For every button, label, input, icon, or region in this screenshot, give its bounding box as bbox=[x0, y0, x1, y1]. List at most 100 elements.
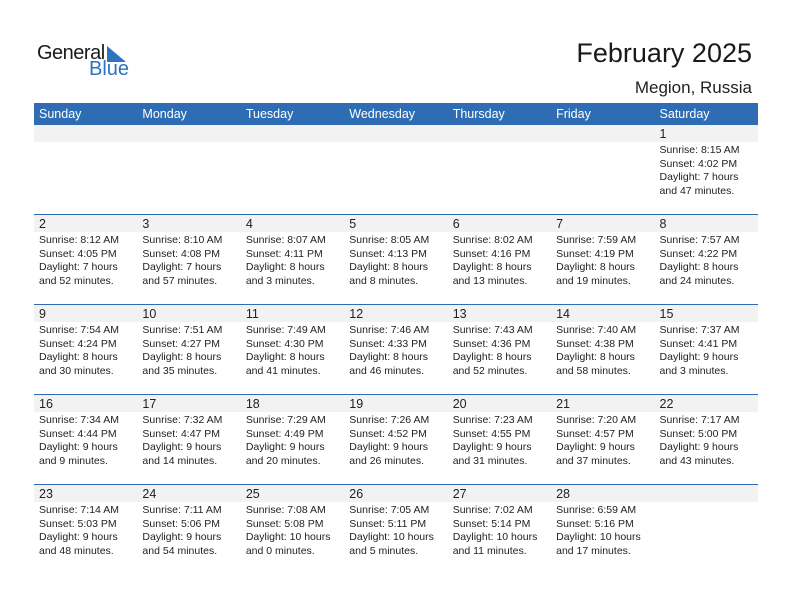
week-row: 1 Sunrise: 8:15 AM Sunset: 4:02 PM Daylight… bbox=[34, 125, 758, 215]
daylight2-text: and 57 minutes. bbox=[142, 274, 218, 287]
daylight1-text: Daylight: 8 hours bbox=[556, 351, 635, 363]
sunset-text: Sunset: 4:11 PM bbox=[245, 247, 323, 260]
weekday-thursday: Thursday bbox=[452, 107, 505, 121]
daylight1-text: Daylight: 8 hours bbox=[245, 351, 325, 363]
day-info: Sunrise: 7:57 AM Sunset: 4:22 PM Daylight:… bbox=[655, 232, 758, 288]
sunset-text: Sunset: 4:55 PM bbox=[452, 427, 531, 440]
logo-text-blue: Blue bbox=[89, 58, 130, 80]
day-cell: 21 Sunrise: 7:20 AM Sunset: 4:57 PM Dayligh… bbox=[551, 395, 655, 485]
day-cell: 23 Sunrise: 7:14 AM Sunset: 5:03 PM Dayligh… bbox=[34, 485, 138, 575]
daylight1-text: Daylight: 8 hours bbox=[452, 351, 532, 363]
empty-cell bbox=[344, 125, 448, 215]
daylight2-text: and 26 minutes. bbox=[349, 454, 424, 467]
daylight2-text: and 3 minutes. bbox=[659, 364, 729, 377]
page-title: February 2025 bbox=[576, 38, 752, 68]
daylight1-text: Daylight: 9 hours bbox=[659, 441, 739, 453]
daylight2-text: and 54 minutes. bbox=[142, 544, 218, 557]
logo-text-general: General bbox=[37, 42, 105, 64]
weekday-friday: Friday bbox=[556, 107, 591, 121]
daylight1-text: Daylight: 9 hours bbox=[245, 441, 325, 453]
daylight2-text: and 30 minutes. bbox=[39, 364, 114, 377]
sunset-text: Sunset: 4:44 PM bbox=[39, 427, 117, 440]
day-cell: 27 Sunrise: 7:02 AM Sunset: 5:14 PM Dayligh… bbox=[447, 485, 552, 575]
daylight1-text: Daylight: 9 hours bbox=[142, 441, 222, 453]
daylight2-text: and 43 minutes. bbox=[659, 454, 735, 467]
day-cell: 11 Sunrise: 7:49 AM Sunset: 4:30 PM Dayligh… bbox=[240, 305, 345, 395]
day-number bbox=[344, 125, 448, 142]
day-info: Sunrise: 7:26 AM Sunset: 4:52 PM Daylight:… bbox=[344, 412, 447, 468]
day-info: Sunrise: 7:29 AM Sunset: 4:49 PM Daylight:… bbox=[241, 412, 344, 468]
logo-triangle-icon bbox=[107, 46, 126, 62]
day-number: 14 bbox=[551, 305, 655, 322]
day-number bbox=[137, 125, 241, 142]
day-cell: 10 Sunrise: 7:51 AM Sunset: 4:27 PM Dayligh… bbox=[137, 305, 241, 395]
day-cell: 5 Sunrise: 8:05 AM Sunset: 4:13 PM Daylight… bbox=[344, 215, 448, 305]
day-cell: 1 Sunrise: 8:15 AM Sunset: 4:02 PM Daylight… bbox=[654, 125, 758, 215]
day-number: 7 bbox=[551, 215, 655, 232]
daylight2-text: and 47 minutes. bbox=[659, 184, 735, 197]
sunrise-text: Sunrise: 7:34 AM bbox=[39, 414, 119, 426]
day-cell: 28 Sunrise: 6:59 AM Sunset: 5:16 PM Dayligh… bbox=[551, 485, 655, 575]
daylight2-text: and 52 minutes. bbox=[39, 274, 114, 287]
daylight1-text: Daylight: 9 hours bbox=[556, 441, 635, 453]
daylight2-text: and 52 minutes. bbox=[452, 364, 528, 377]
weekday-header: Sunday Monday Tuesday Wednesday Thursday Frid… bbox=[34, 103, 758, 125]
sunset-text: Sunset: 4:41 PM bbox=[659, 337, 738, 350]
daylight2-text: and 48 minutes. bbox=[39, 544, 114, 557]
sunrise-text: Sunrise: 8:07 AM bbox=[245, 234, 326, 246]
sunrise-text: Sunrise: 7:46 AM bbox=[349, 324, 430, 336]
day-number: 26 bbox=[344, 485, 448, 502]
sunrise-text: Sunrise: 7:29 AM bbox=[245, 414, 326, 426]
day-number: 4 bbox=[240, 215, 345, 232]
sunset-text: Sunset: 4:47 PM bbox=[142, 427, 221, 440]
day-cell: 13 Sunrise: 7:43 AM Sunset: 4:36 PM Dayligh… bbox=[447, 305, 552, 395]
day-info: Sunrise: 7:32 AM Sunset: 4:47 PM Daylight:… bbox=[137, 412, 240, 468]
day-info: Sunrise: 7:49 AM Sunset: 4:30 PM Daylight:… bbox=[241, 322, 344, 378]
daylight2-text: and 13 minutes. bbox=[452, 274, 528, 287]
day-cell: 7 Sunrise: 7:59 AM Sunset: 4:19 PM Daylight… bbox=[551, 215, 655, 305]
sunrise-text: Sunrise: 7:17 AM bbox=[659, 414, 740, 426]
day-number: 27 bbox=[447, 485, 552, 502]
weekday-wednesday: Wednesday bbox=[349, 107, 416, 121]
sunrise-text: Sunrise: 7:54 AM bbox=[39, 324, 119, 336]
sunrise-text: Sunrise: 8:10 AM bbox=[142, 234, 223, 246]
daylight1-text: Daylight: 7 hours bbox=[39, 261, 118, 273]
location: Megion, Russia bbox=[634, 78, 752, 97]
daylight1-text: Daylight: 8 hours bbox=[452, 261, 532, 273]
weekday-sunday: Sunday bbox=[39, 107, 82, 121]
day-number: 6 bbox=[447, 215, 552, 232]
sunset-text: Sunset: 4:08 PM bbox=[142, 247, 221, 260]
day-info: Sunrise: 7:40 AM Sunset: 4:38 PM Daylight:… bbox=[551, 322, 654, 378]
sunrise-text: Sunrise: 7:57 AM bbox=[659, 234, 740, 246]
daylight1-text: Daylight: 8 hours bbox=[245, 261, 325, 273]
daylight1-text: Daylight: 9 hours bbox=[142, 531, 222, 543]
day-number: 1 bbox=[654, 125, 758, 142]
day-number: 24 bbox=[137, 485, 241, 502]
sunset-text: Sunset: 4:38 PM bbox=[556, 337, 634, 350]
day-info: Sunrise: 7:11 AM Sunset: 5:06 PM Daylight:… bbox=[137, 502, 240, 558]
daylight2-text: and 17 minutes. bbox=[556, 544, 631, 557]
sunset-text: Sunset: 4:16 PM bbox=[452, 247, 531, 260]
daylight1-text: Daylight: 9 hours bbox=[39, 531, 118, 543]
day-info: Sunrise: 7:08 AM Sunset: 5:08 PM Daylight:… bbox=[241, 502, 344, 558]
daylight2-text: and 0 minutes. bbox=[245, 544, 315, 557]
day-number: 21 bbox=[551, 395, 655, 412]
sunrise-text: Sunrise: 7:20 AM bbox=[556, 414, 637, 426]
logo: General Blue bbox=[37, 42, 137, 82]
day-info: Sunrise: 8:10 AM Sunset: 4:08 PM Daylight:… bbox=[137, 232, 240, 288]
day-cell: 17 Sunrise: 7:32 AM Sunset: 4:47 PM Dayligh… bbox=[137, 395, 241, 485]
day-number: 19 bbox=[344, 395, 448, 412]
empty-cell bbox=[654, 485, 758, 575]
sunset-text: Sunset: 4:24 PM bbox=[39, 337, 117, 350]
day-cell: 24 Sunrise: 7:11 AM Sunset: 5:06 PM Dayligh… bbox=[137, 485, 241, 575]
weekday-tuesday: Tuesday bbox=[245, 107, 294, 121]
day-info: Sunrise: 7:14 AM Sunset: 5:03 PM Daylight:… bbox=[34, 502, 137, 558]
day-info: Sunrise: 8:15 AM Sunset: 4:02 PM Daylight:… bbox=[655, 142, 758, 198]
weekday-monday: Monday bbox=[142, 107, 187, 121]
day-number bbox=[654, 485, 758, 502]
empty-cell bbox=[447, 125, 552, 215]
daylight1-text: Daylight: 9 hours bbox=[452, 441, 532, 453]
day-number bbox=[551, 125, 655, 142]
sunrise-text: Sunrise: 7:26 AM bbox=[349, 414, 430, 426]
daylight1-text: Daylight: 7 hours bbox=[142, 261, 222, 273]
